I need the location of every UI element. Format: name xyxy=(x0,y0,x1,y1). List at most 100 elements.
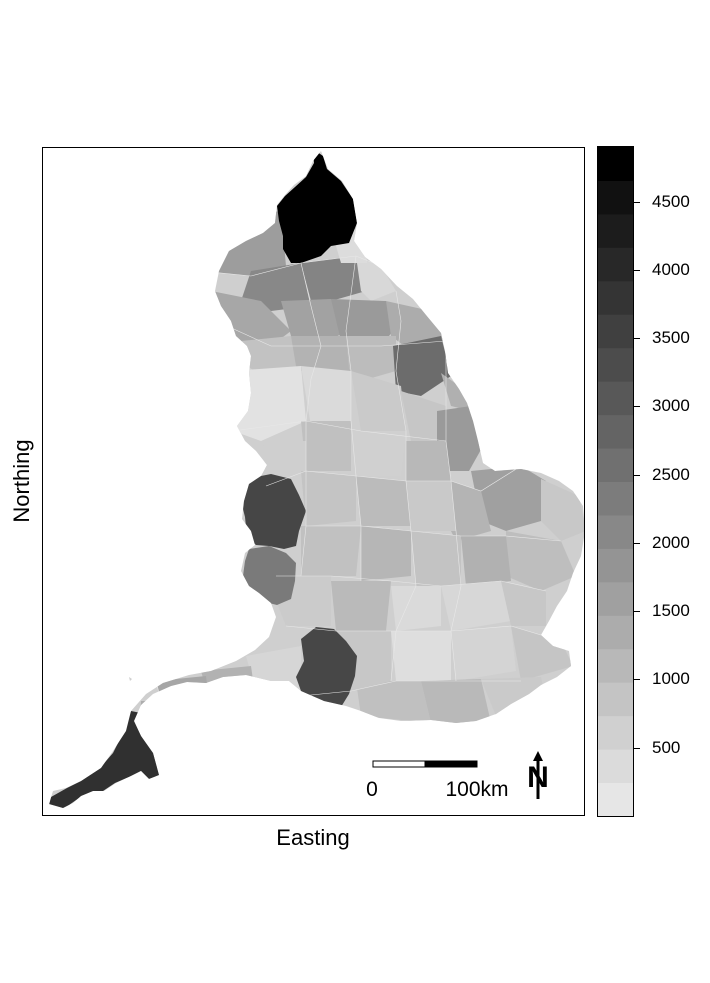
district-cell xyxy=(356,681,431,723)
district-cell xyxy=(156,676,211,721)
legend-color-band xyxy=(598,247,633,282)
color-legend xyxy=(597,146,634,817)
legend-tick-mark xyxy=(634,406,640,407)
district-cell xyxy=(511,626,573,681)
legend-color-band xyxy=(598,514,633,549)
scale-bar-segment-black xyxy=(424,760,478,768)
legend-tick-label: 2000 xyxy=(652,533,690,552)
legend-tick-mark xyxy=(634,338,640,339)
scale-bar-segment-white xyxy=(372,760,426,768)
district-cell-dark xyxy=(241,474,306,549)
district-cell xyxy=(301,366,351,426)
district-cell xyxy=(441,581,511,631)
legend-color-bands xyxy=(598,147,633,816)
map-panel: 0 100km N xyxy=(42,147,585,816)
district-cell xyxy=(356,476,411,526)
district-cell xyxy=(501,581,546,626)
legend-tick-label: 1500 xyxy=(652,601,690,620)
district-cell xyxy=(351,431,406,476)
district-cell xyxy=(301,471,356,526)
district-cell xyxy=(361,526,411,581)
district-cell xyxy=(356,256,396,301)
district-cell-dark xyxy=(49,711,161,808)
legend-color-band xyxy=(598,581,633,616)
legend-color-band xyxy=(598,682,633,717)
district-cell xyxy=(301,421,351,471)
district-cell xyxy=(171,756,211,793)
district-cell-dark xyxy=(296,627,357,707)
legend-tick-mark xyxy=(634,270,640,271)
legend-color-band xyxy=(598,180,633,215)
district-cell xyxy=(201,666,256,706)
legend-color-band xyxy=(598,715,633,750)
district-cell xyxy=(506,531,576,591)
legend-tick-mark xyxy=(634,543,640,544)
legend-color-band xyxy=(598,615,633,650)
choropleth-map: 0 100km N xyxy=(49,151,584,808)
legend-color-band xyxy=(598,147,633,181)
legend-color-band xyxy=(598,347,633,382)
district-cell xyxy=(461,536,511,586)
district-cell xyxy=(406,481,456,531)
legend-color-band xyxy=(598,381,633,416)
legend-color-band xyxy=(598,314,633,349)
district-cell xyxy=(401,391,446,441)
legend-color-band xyxy=(598,481,633,516)
district-cell xyxy=(421,679,491,723)
legend-color-band xyxy=(598,213,633,248)
district-cell xyxy=(166,713,216,771)
district-cell xyxy=(241,263,311,311)
legend-color-band xyxy=(598,448,633,482)
district-cell xyxy=(261,696,331,741)
legend-color-band xyxy=(598,414,633,449)
legend-tick-mark xyxy=(634,611,640,612)
legend-tick-label: 4000 xyxy=(652,260,690,279)
legend-tick-mark xyxy=(634,748,640,749)
district-cell xyxy=(391,586,441,631)
island-shape xyxy=(129,677,132,681)
district-fills xyxy=(49,151,584,808)
legend-tick-mark xyxy=(634,202,640,203)
legend-tick-label: 2500 xyxy=(652,465,690,484)
district-cell xyxy=(351,371,406,431)
district-cell-darkest xyxy=(277,151,357,263)
legend-tick-label: 3500 xyxy=(652,328,690,347)
legend-tick-label: 1000 xyxy=(652,669,690,688)
district-cell xyxy=(471,466,546,531)
legend-color-band xyxy=(598,280,633,315)
north-arrow-icon: N xyxy=(527,751,549,799)
legend-tick-mark xyxy=(634,475,640,476)
district-cell xyxy=(216,701,266,746)
district-cell xyxy=(541,479,584,541)
district-cell xyxy=(331,581,391,631)
district-cell xyxy=(201,211,286,276)
legend-color-band xyxy=(598,782,633,816)
scale-bar-end-label: 100km xyxy=(445,778,508,801)
district-cell xyxy=(281,299,346,346)
district-cell xyxy=(391,631,451,681)
north-arrow-label: N xyxy=(527,761,549,794)
legend-color-band xyxy=(598,749,633,784)
district-cell xyxy=(411,531,461,586)
district-cell xyxy=(451,626,516,681)
district-cell xyxy=(346,336,396,381)
legend-color-band xyxy=(598,648,633,683)
district-cell xyxy=(441,373,471,411)
scale-bar: 0 100km xyxy=(366,760,509,801)
district-cell xyxy=(481,677,546,716)
district-cell xyxy=(243,546,296,605)
legend-color-band xyxy=(598,548,633,583)
x-axis-label: Easting xyxy=(276,825,350,850)
legend-tick-label: 500 xyxy=(652,738,681,757)
legend-tick-label: 4500 xyxy=(652,192,690,211)
district-cell xyxy=(406,441,451,481)
district-cell xyxy=(393,336,451,396)
y-axis-label: Northing xyxy=(9,439,34,523)
district-cell xyxy=(301,256,366,301)
district-borders xyxy=(155,255,562,762)
district-cell xyxy=(437,406,483,471)
legend-tick-label: 3000 xyxy=(652,396,690,415)
scale-bar-start-label: 0 xyxy=(366,778,378,801)
district-cell xyxy=(301,526,361,576)
legend-tick-mark xyxy=(634,679,640,680)
